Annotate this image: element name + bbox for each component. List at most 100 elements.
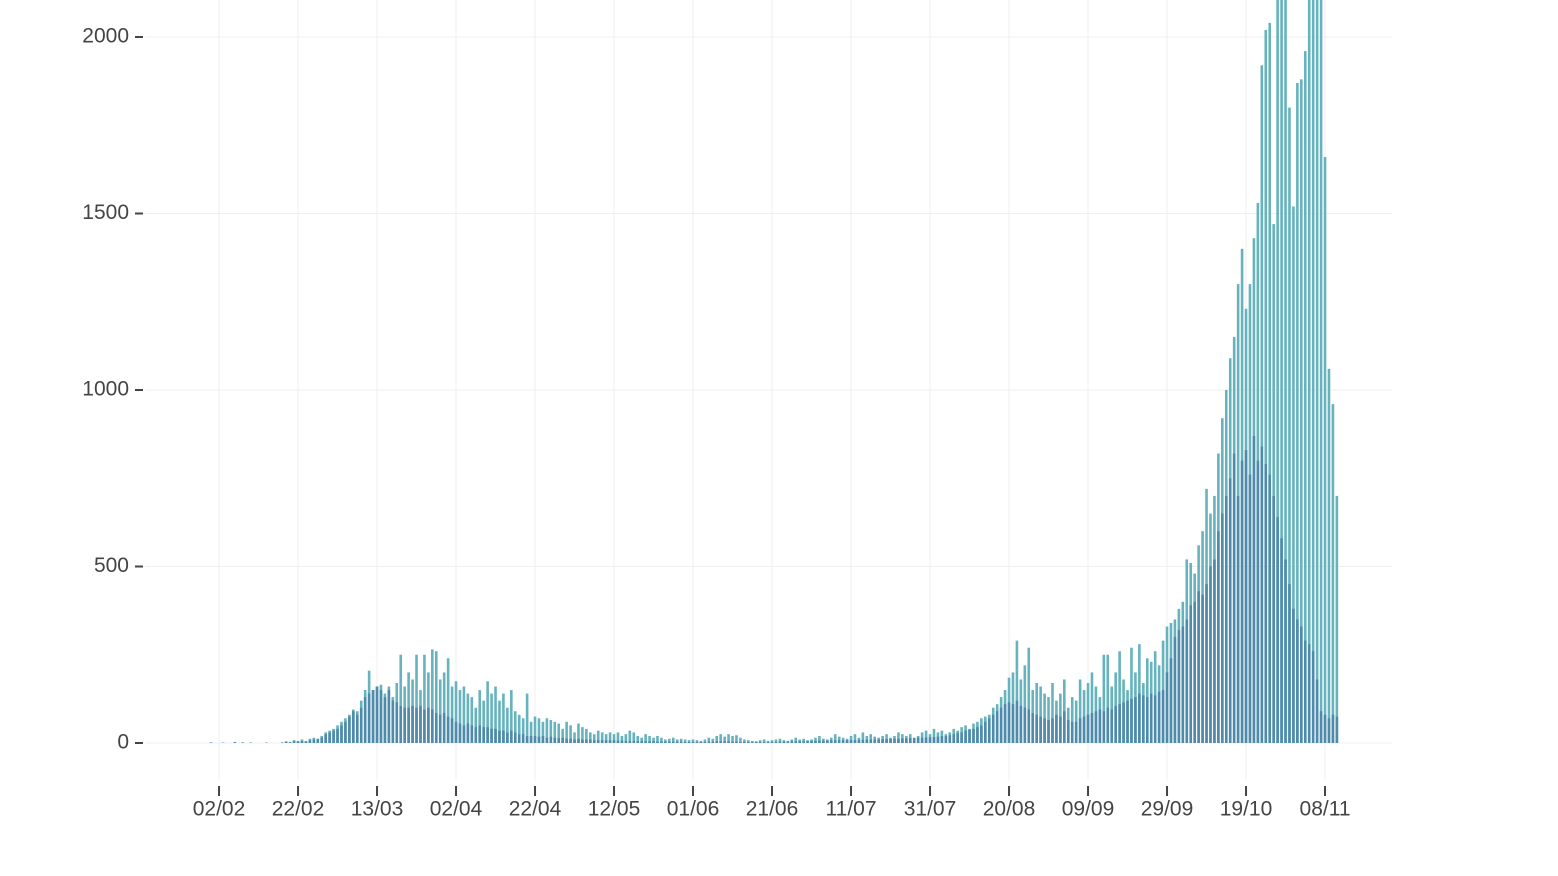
bar bbox=[423, 709, 426, 743]
bar bbox=[1331, 714, 1335, 743]
bar bbox=[379, 690, 383, 743]
bar bbox=[1288, 584, 1291, 743]
bar bbox=[423, 654, 426, 743]
bar bbox=[893, 738, 896, 743]
bar bbox=[478, 725, 482, 743]
bar bbox=[920, 737, 924, 743]
bar bbox=[766, 741, 770, 743]
y-tick-label: 500 bbox=[94, 554, 129, 577]
bar bbox=[1311, 651, 1315, 743]
bar bbox=[644, 734, 647, 743]
bar bbox=[486, 681, 489, 743]
bar bbox=[1039, 686, 1042, 743]
bar bbox=[877, 739, 880, 743]
bar bbox=[288, 742, 292, 743]
bar bbox=[798, 741, 801, 743]
bar bbox=[810, 740, 813, 743]
bar bbox=[1161, 690, 1165, 743]
bar bbox=[1086, 714, 1090, 743]
bar bbox=[1094, 711, 1098, 743]
bar bbox=[442, 712, 446, 743]
bar bbox=[1228, 478, 1232, 743]
bar bbox=[1315, 679, 1319, 743]
bar bbox=[557, 723, 561, 743]
bar bbox=[1197, 591, 1200, 743]
bar bbox=[853, 740, 857, 743]
bar bbox=[1106, 654, 1110, 743]
x-tick-label: 01/06 bbox=[667, 798, 720, 821]
bar bbox=[1090, 712, 1094, 743]
bar bbox=[1126, 700, 1129, 743]
bar bbox=[735, 741, 738, 743]
y-tick-label: 1500 bbox=[82, 201, 129, 224]
bar bbox=[695, 740, 699, 743]
bar bbox=[506, 732, 509, 743]
bar bbox=[604, 740, 608, 743]
bar bbox=[802, 741, 805, 743]
bar bbox=[679, 741, 683, 743]
bar bbox=[533, 735, 537, 743]
bar bbox=[1118, 651, 1121, 743]
bar bbox=[320, 737, 324, 743]
bar bbox=[1244, 450, 1248, 743]
bar bbox=[304, 741, 308, 743]
x-tick-label: 29/09 bbox=[1141, 798, 1194, 821]
bar bbox=[431, 649, 434, 743]
bar bbox=[1138, 644, 1141, 743]
x-tick-label: 20/08 bbox=[983, 798, 1036, 821]
bar bbox=[300, 740, 304, 743]
bar bbox=[549, 720, 553, 743]
bar bbox=[1035, 714, 1038, 743]
bar bbox=[624, 740, 628, 743]
x-tick-label: 02/02 bbox=[193, 798, 246, 821]
bar bbox=[1311, 0, 1315, 743]
bar bbox=[1023, 665, 1027, 743]
bar bbox=[1066, 720, 1070, 743]
bar bbox=[541, 721, 545, 743]
bar bbox=[537, 736, 541, 743]
bar bbox=[770, 741, 774, 743]
bar bbox=[1323, 157, 1327, 743]
bar bbox=[747, 740, 750, 743]
bar bbox=[312, 739, 316, 743]
bar bbox=[545, 718, 549, 743]
bar bbox=[908, 738, 912, 743]
bar bbox=[727, 734, 730, 743]
bar bbox=[442, 672, 446, 743]
bar bbox=[956, 733, 959, 743]
bar bbox=[1173, 637, 1177, 743]
bar bbox=[498, 700, 501, 743]
bar bbox=[889, 738, 892, 743]
bar bbox=[577, 723, 580, 743]
bar bbox=[513, 732, 517, 743]
bar bbox=[687, 741, 691, 743]
bar bbox=[991, 714, 995, 743]
bar bbox=[1070, 721, 1074, 743]
bar bbox=[1260, 446, 1264, 743]
bar bbox=[1303, 51, 1307, 744]
grid bbox=[145, 0, 1392, 780]
bar bbox=[648, 735, 651, 743]
bar bbox=[573, 732, 576, 743]
bar bbox=[845, 740, 849, 743]
bar bbox=[1323, 714, 1327, 743]
bar bbox=[592, 740, 596, 743]
bar bbox=[995, 711, 999, 743]
bar bbox=[1114, 705, 1117, 743]
bar bbox=[541, 735, 545, 743]
bar bbox=[490, 693, 493, 743]
bar bbox=[1335, 716, 1339, 743]
bar bbox=[648, 741, 651, 743]
bar bbox=[632, 740, 636, 743]
bar bbox=[818, 740, 821, 743]
bar bbox=[1153, 695, 1157, 743]
bar bbox=[375, 686, 379, 743]
bar bbox=[774, 739, 778, 743]
bar bbox=[498, 730, 501, 743]
bar bbox=[683, 739, 687, 743]
bar bbox=[924, 737, 928, 743]
bar bbox=[1276, 0, 1279, 743]
bar bbox=[754, 741, 758, 743]
bar bbox=[529, 721, 533, 743]
bar bbox=[703, 741, 707, 743]
